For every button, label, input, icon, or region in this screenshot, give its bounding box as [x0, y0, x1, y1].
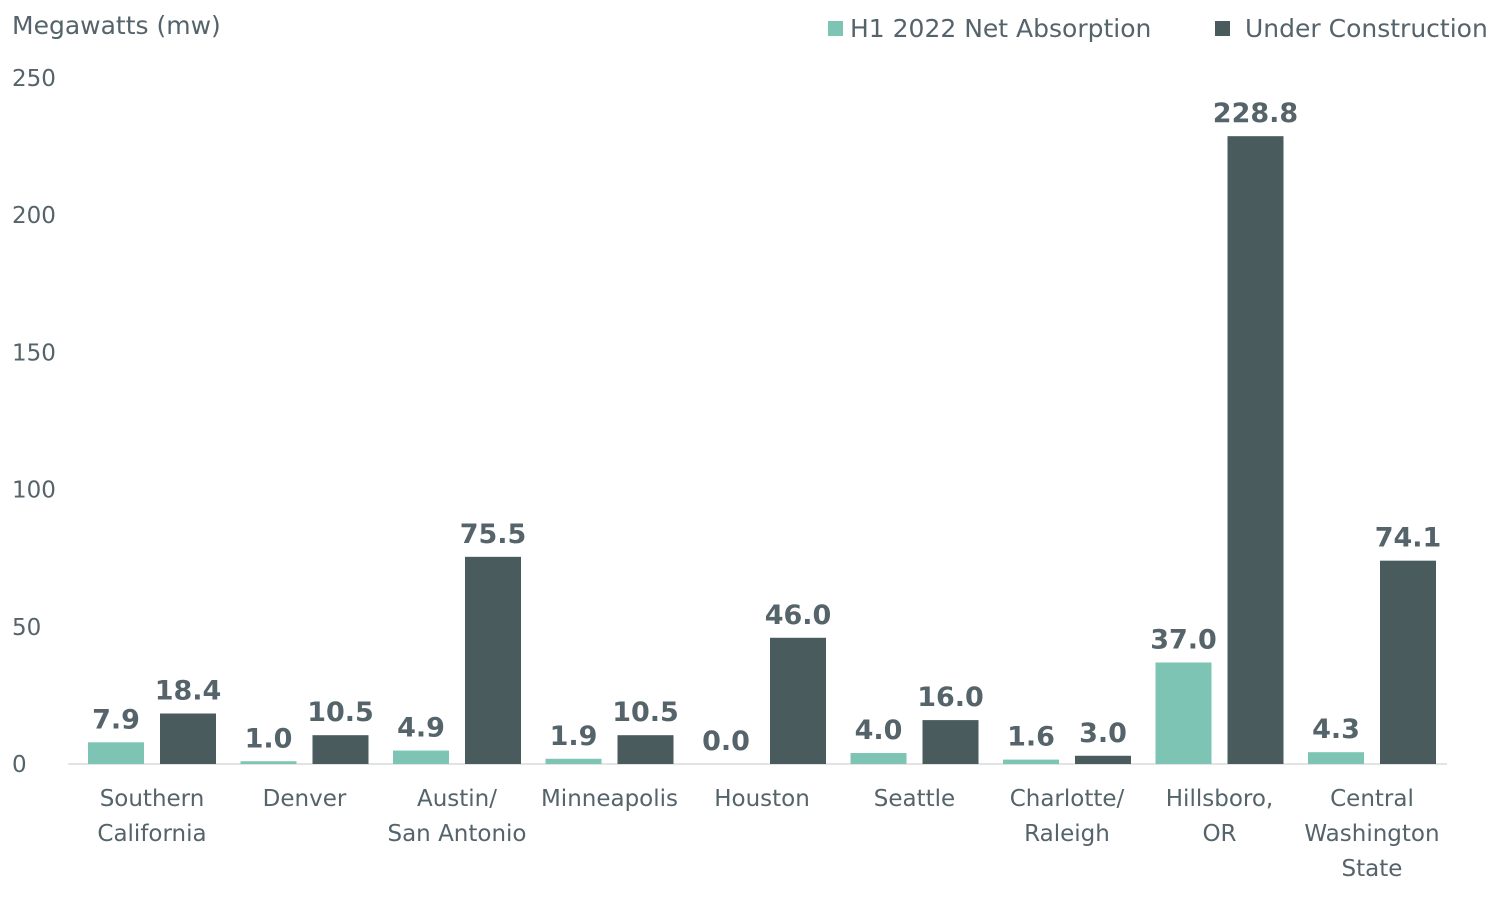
bar: [160, 713, 216, 764]
data-label: 4.9: [397, 713, 445, 744]
bar: [617, 735, 674, 764]
bar: [88, 742, 144, 764]
category-label: Hillsboro,: [1166, 786, 1273, 812]
legend-swatch: [1215, 21, 1230, 36]
data-label: 1.6: [1007, 722, 1055, 753]
bar: [1155, 662, 1212, 764]
category-label: Charlotte/: [1010, 786, 1125, 812]
bar: [312, 735, 369, 764]
data-label: 16.0: [917, 682, 984, 713]
data-label: 1.0: [245, 723, 293, 754]
data-label: 1.9: [550, 721, 598, 752]
legend: H1 2022 Net Absorption Under Construction: [828, 14, 1488, 43]
bar: [1003, 759, 1059, 764]
legend-swatch: [828, 21, 843, 36]
y-tick-label: 200: [12, 203, 56, 229]
data-labels: 7.9 18.4 1.0 10.5 4.9 75.5 1.9 10.5 0.0 46.0 4.0 16…: [92, 98, 1441, 757]
legend-label: Under Construction: [1245, 14, 1488, 43]
category-label: Houston: [714, 786, 810, 812]
y-tick-label: 250: [12, 66, 56, 92]
data-label: 4.0: [855, 715, 903, 746]
data-label: 37.0: [1150, 624, 1217, 655]
y-tick-label: 100: [12, 478, 56, 504]
bar: [1308, 752, 1364, 764]
category-label: Washington: [1304, 821, 1439, 847]
data-label: 18.4: [155, 676, 222, 707]
category-label: State: [1342, 856, 1403, 882]
bar: [1227, 136, 1284, 765]
legend-label: H1 2022 Net Absorption: [850, 14, 1151, 43]
bar: [770, 637, 826, 764]
category-label: California: [97, 821, 206, 847]
bar: [922, 720, 979, 764]
y-axis-ticks: 0 50 100 150 200 250: [12, 66, 56, 778]
category-label: Raleigh: [1024, 821, 1110, 847]
y-axis-title: Megawatts (mw): [12, 11, 221, 40]
data-label: 0.0: [702, 726, 750, 757]
y-tick-label: 0: [12, 752, 27, 778]
y-tick-label: 50: [12, 615, 41, 641]
bar: [850, 753, 907, 764]
category-label: OR: [1202, 821, 1236, 847]
category-label: Southern: [100, 786, 205, 812]
data-label: 10.5: [612, 697, 679, 728]
bar: [465, 556, 521, 764]
category-label: Seattle: [874, 786, 955, 812]
y-tick-label: 150: [12, 340, 56, 366]
bar: [240, 761, 297, 764]
category-label: Central: [1330, 786, 1414, 812]
category-label: San Antonio: [387, 821, 526, 847]
data-label: 75.5: [460, 519, 527, 550]
data-label: 10.5: [307, 697, 374, 728]
data-label: 7.9: [92, 704, 140, 735]
bars: [88, 136, 1436, 765]
bar: [545, 758, 602, 764]
category-labels: Southern California Denver Austin/San Anton…: [97, 786, 1439, 882]
data-label: 228.8: [1213, 98, 1298, 129]
data-label: 46.0: [765, 600, 832, 631]
bar: [1075, 755, 1131, 764]
bar: [1380, 560, 1436, 764]
category-label: Minneapolis: [541, 786, 678, 812]
category-label: Austin/: [417, 786, 497, 812]
data-label: 74.1: [1375, 523, 1442, 554]
data-label: 4.3: [1312, 714, 1360, 745]
category-label: Denver: [263, 786, 347, 812]
data-label: 3.0: [1079, 718, 1127, 749]
bar: [393, 750, 449, 764]
